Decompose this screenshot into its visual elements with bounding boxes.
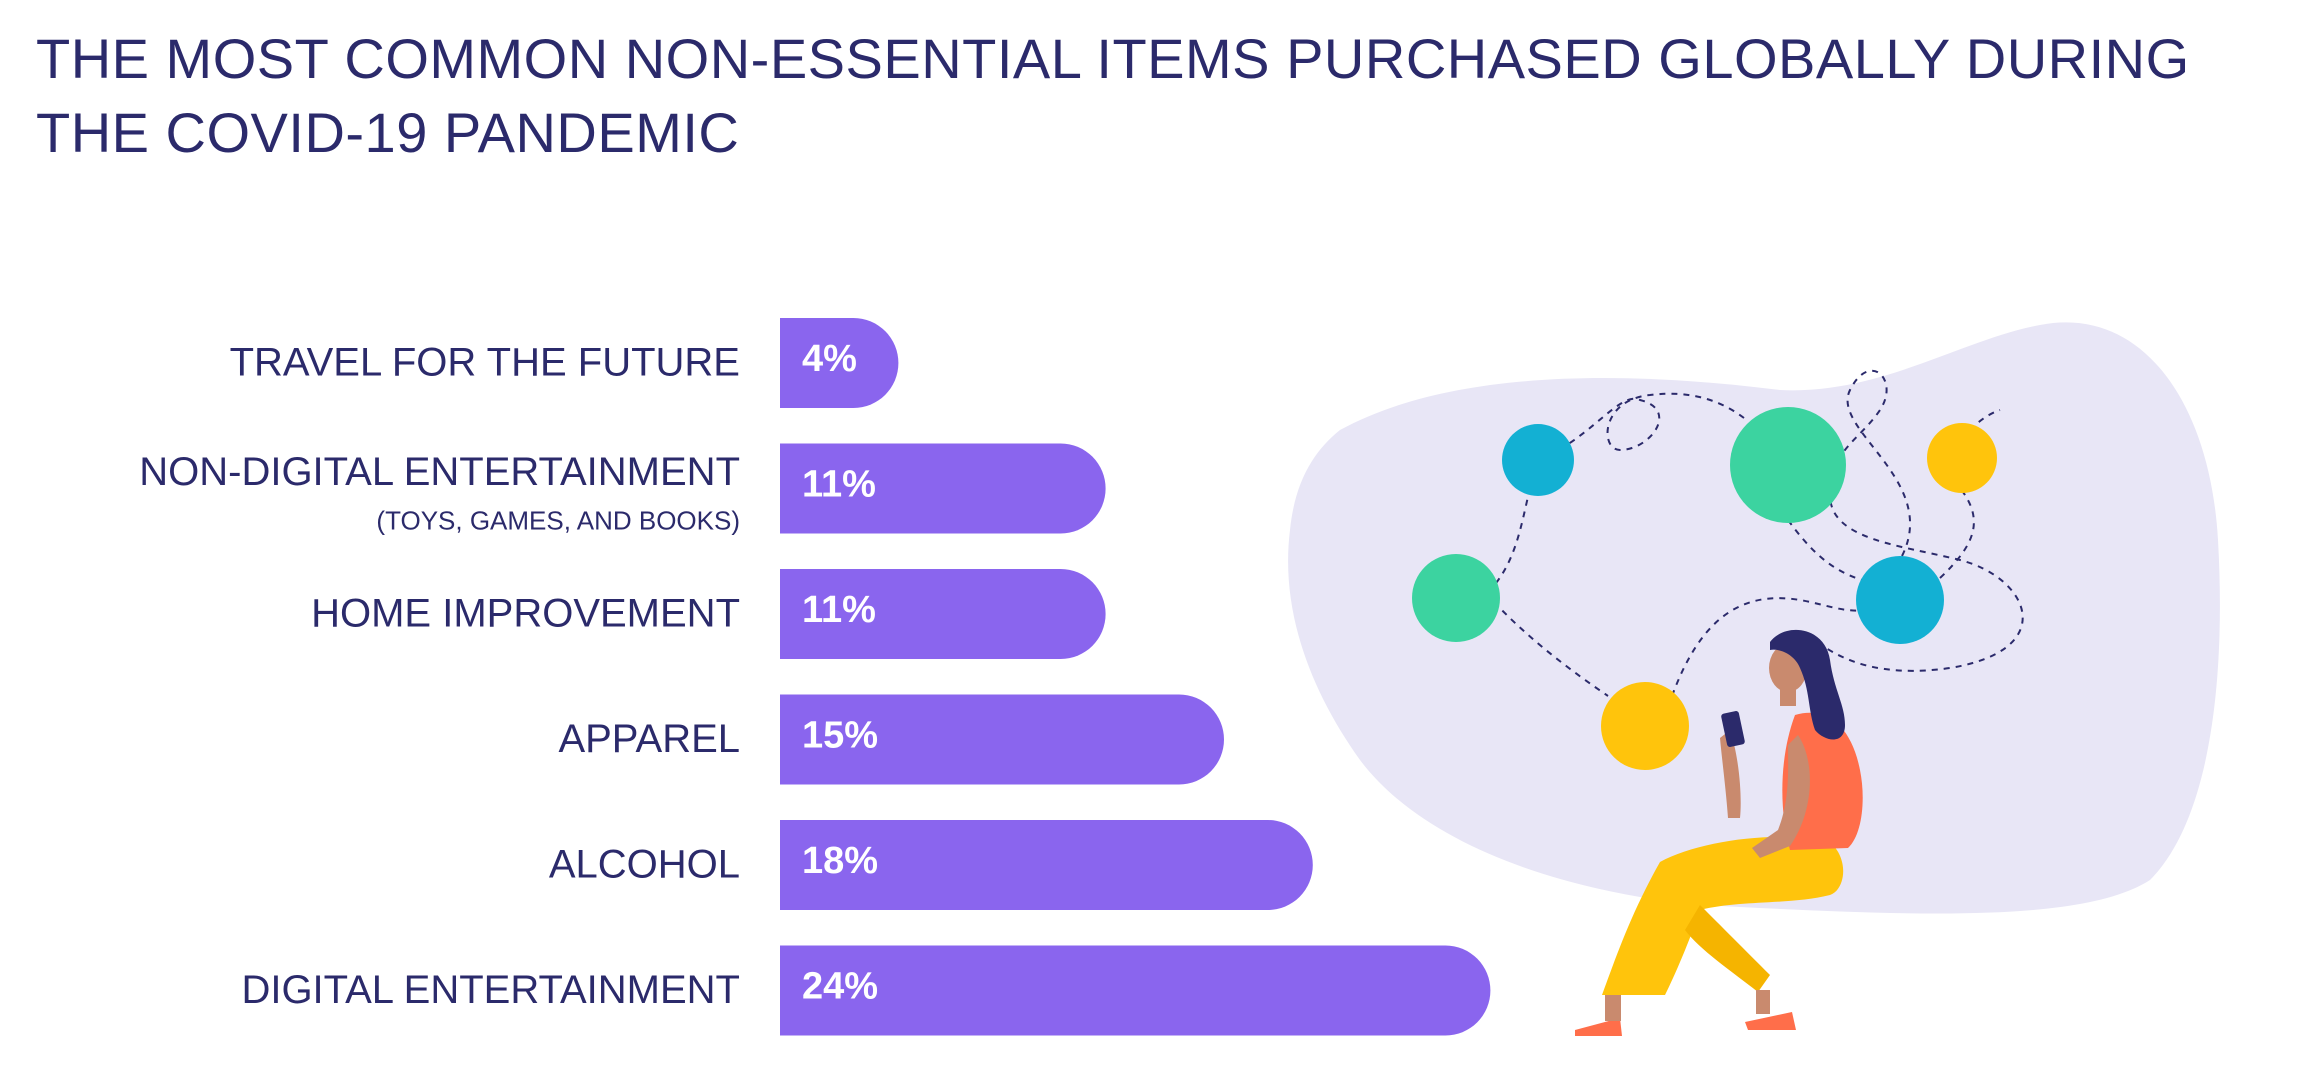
bubble-blue-2 bbox=[1856, 556, 1944, 644]
bubble-green-small bbox=[1412, 554, 1500, 642]
bar-6 bbox=[780, 945, 1491, 1036]
chart-title: THE MOST COMMON NON-ESSENTIAL ITEMS PURC… bbox=[36, 27, 2190, 164]
value-label-6: 24% bbox=[802, 966, 878, 1008]
bar-5 bbox=[780, 820, 1313, 910]
value-label-4: 15% bbox=[802, 715, 878, 757]
bubble-green-large bbox=[1730, 407, 1846, 523]
woman-with-phone-icon bbox=[1575, 629, 1863, 1036]
bubble-yellow-2 bbox=[1601, 682, 1689, 770]
value-label-2: 11% bbox=[802, 464, 876, 506]
illustration bbox=[1288, 322, 2220, 1036]
category-label-6: DIGITAL ENTERTAINMENT bbox=[241, 968, 740, 1012]
bar-2 bbox=[780, 443, 1106, 534]
bar-3 bbox=[780, 569, 1106, 659]
category-label-3: HOME IMPROVEMENT bbox=[311, 592, 740, 636]
value-label-5: 18% bbox=[802, 840, 878, 882]
bar-1 bbox=[780, 318, 899, 408]
network-bubbles-icon bbox=[1412, 407, 1997, 770]
bar-chart: 4% TRAVEL FOR THE FUTURE 11% NON-DIGITAL EN… bbox=[139, 318, 1491, 1036]
value-label-3: 11% bbox=[802, 589, 876, 631]
category-label-1: TRAVEL FOR THE FUTURE bbox=[230, 341, 740, 385]
value-label-1: 4% bbox=[802, 338, 857, 380]
category-label-2: NON-DIGITAL ENTERTAINMENT bbox=[139, 450, 740, 494]
bubble-blue-1 bbox=[1502, 424, 1574, 496]
bar-4 bbox=[780, 694, 1224, 785]
bubble-yellow-1 bbox=[1927, 423, 1997, 493]
category-sublabel-2: (TOYS, GAMES, AND BOOKS) bbox=[376, 505, 740, 535]
category-label-5: ALCOHOL bbox=[549, 843, 740, 887]
category-label-4: APPAREL bbox=[558, 717, 740, 761]
